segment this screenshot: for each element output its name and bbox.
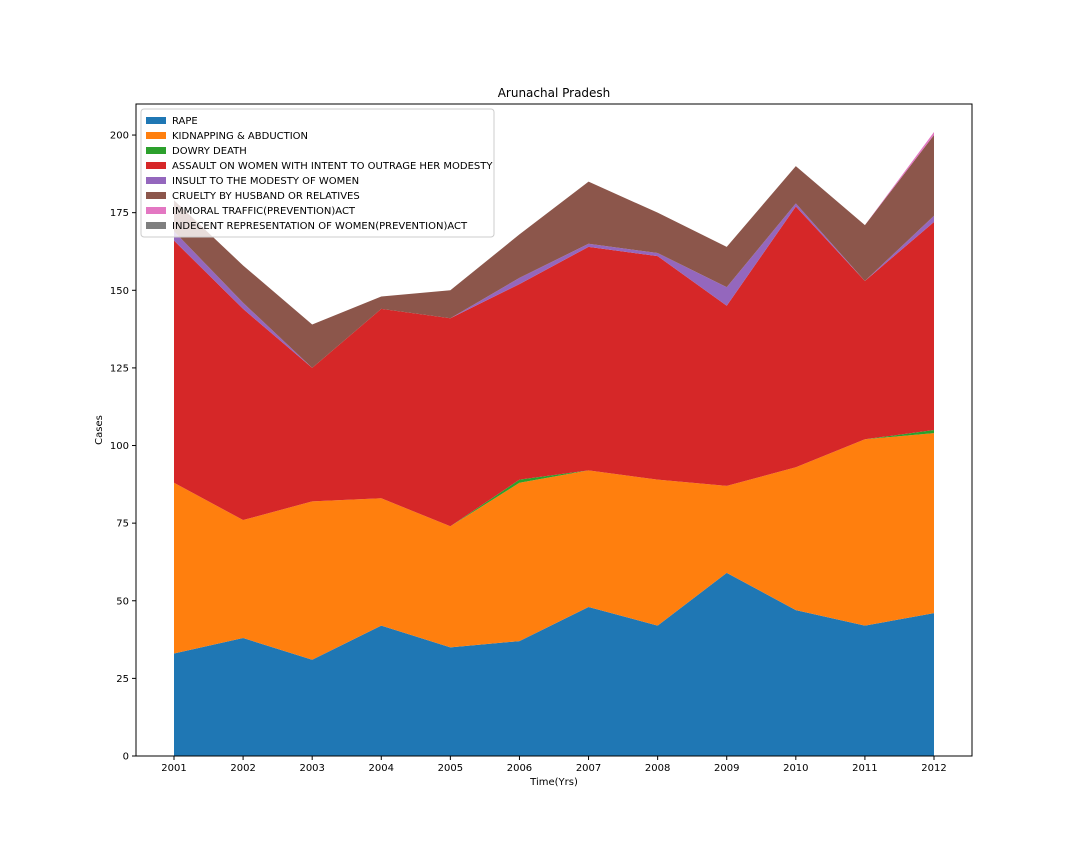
chart-title: Arunachal Pradesh bbox=[498, 86, 611, 100]
y-tick-label: 0 bbox=[123, 752, 129, 763]
legend-label: DOWRY DEATH bbox=[172, 146, 247, 157]
plot-frame bbox=[135, 103, 973, 757]
x-axis-ticks: 2001 2002 2003 2004 2005 2006 2007 2008 2009 2010… bbox=[161, 756, 947, 774]
legend-swatch bbox=[146, 147, 166, 154]
legend-swatch bbox=[146, 192, 166, 199]
y-tick-label: 50 bbox=[116, 596, 129, 607]
legend-swatch bbox=[146, 132, 166, 139]
area-series-group bbox=[174, 131, 934, 756]
legend-swatch bbox=[146, 222, 166, 229]
legend-swatch bbox=[146, 207, 166, 214]
x-tick-label: 2004 bbox=[369, 763, 394, 774]
area-series-4 bbox=[174, 206, 934, 527]
legend-label: INSULT TO THE MODESTY OF WOMEN bbox=[172, 176, 359, 187]
y-tick-label: 175 bbox=[110, 208, 129, 219]
x-tick-label: 2001 bbox=[161, 763, 186, 774]
legend-label: RAPE bbox=[172, 116, 198, 127]
y-tick-label: 200 bbox=[110, 131, 129, 142]
x-tick-label: 2008 bbox=[645, 763, 670, 774]
legend-swatch bbox=[146, 117, 166, 124]
legend-label: IMMORAL TRAFFIC(PREVENTION)ACT bbox=[172, 206, 356, 217]
legend: RAPE KIDNAPPING & ABDUCTION DOWRY DEATH ASS… bbox=[140, 108, 495, 238]
x-tick-label: 2006 bbox=[507, 763, 532, 774]
area-series-6 bbox=[174, 135, 934, 368]
legend-label: CRUELTY BY HUSBAND OR RELATIVES bbox=[172, 191, 360, 202]
legend-swatch bbox=[146, 162, 166, 169]
legend-label: KIDNAPPING & ABDUCTION bbox=[172, 131, 308, 142]
y-tick-label: 25 bbox=[116, 674, 129, 685]
x-tick-label: 2005 bbox=[438, 763, 463, 774]
x-tick-label: 2003 bbox=[299, 763, 324, 774]
y-tick-label: 100 bbox=[110, 441, 129, 452]
y-axis-label: Cases bbox=[94, 415, 105, 445]
area-series-1 bbox=[174, 572, 934, 756]
legend-box bbox=[140, 108, 495, 238]
y-tick-label: 125 bbox=[110, 363, 129, 374]
y-axis-ticks: 0 25 50 75 100 125 150 175 200 bbox=[110, 131, 136, 763]
legend-swatch bbox=[146, 177, 166, 184]
x-tick-label: 2009 bbox=[714, 763, 739, 774]
x-tick-label: 2010 bbox=[783, 763, 808, 774]
x-tick-label: 2012 bbox=[921, 763, 946, 774]
x-axis-label: Time(Yrs) bbox=[529, 777, 578, 788]
y-tick-label: 75 bbox=[116, 519, 129, 530]
x-tick-label: 2011 bbox=[852, 763, 877, 774]
y-tick-label: 150 bbox=[110, 286, 129, 297]
area-series-2 bbox=[174, 433, 934, 660]
legend-label: INDECENT REPRESENTATION OF WOMEN(PREVENT… bbox=[172, 221, 468, 232]
legend-label: ASSAULT ON WOMEN WITH INTENT TO OUTRAGE … bbox=[172, 161, 493, 172]
x-tick-label: 2007 bbox=[576, 763, 601, 774]
x-tick-label: 2002 bbox=[230, 763, 255, 774]
